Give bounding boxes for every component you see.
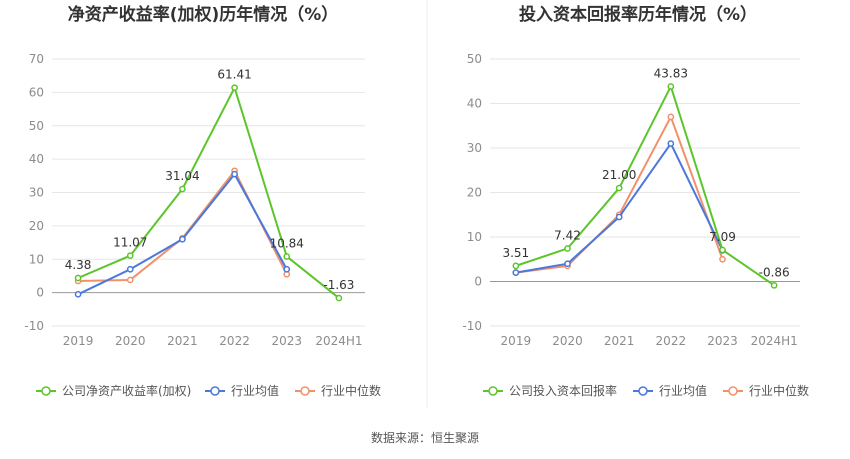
y-tick-label: 70: [29, 52, 44, 66]
data-point[interactable]: [74, 274, 82, 282]
legend-swatch-marker: [41, 386, 51, 396]
data-point[interactable]: [335, 294, 343, 302]
data-point[interactable]: [126, 276, 134, 284]
data-label: 11.07: [113, 236, 147, 250]
legend-label: 公司净资产收益率(加权): [62, 383, 191, 398]
x-tick-label: 2021: [167, 334, 198, 348]
x-tick-label: 2019: [501, 334, 532, 348]
y-tick-label: 30: [467, 141, 482, 155]
x-tick-label: 2023: [707, 334, 738, 348]
y-tick-label: 50: [467, 52, 482, 66]
legend-swatch-marker: [728, 386, 738, 396]
data-label: 43.83: [654, 66, 688, 80]
y-tick-label: 20: [29, 219, 44, 233]
legend-label: 行业中位数: [749, 383, 809, 398]
legend-item[interactable]: 行业中位数: [723, 383, 809, 398]
legend-swatch-marker: [638, 386, 648, 396]
legend-swatch-marker: [300, 386, 310, 396]
data-point[interactable]: [667, 83, 675, 90]
chart-title-roic: 投入资本回报率历年情况（%）: [519, 4, 757, 25]
x-tick-label: 2024H1: [315, 334, 362, 348]
data-point[interactable]: [179, 235, 186, 243]
data-label: 21.00: [602, 168, 636, 182]
legend-roe: 公司净资产收益率(加权) 行业均值 行业中位数: [36, 383, 381, 398]
y-tick-label: 60: [29, 85, 44, 99]
legend-item[interactable]: 公司投入资本回报率: [483, 383, 617, 398]
legend-label: 行业中位数: [321, 383, 381, 398]
x-tick-label: 2019: [63, 334, 94, 348]
data-point[interactable]: [283, 253, 291, 260]
data-label: -1.63: [323, 278, 354, 292]
legend-item[interactable]: 行业中位数: [295, 383, 381, 398]
data-point[interactable]: [179, 185, 186, 193]
data-point[interactable]: [564, 260, 571, 268]
y-tick-label: 20: [467, 186, 482, 200]
data-point[interactable]: [126, 252, 134, 260]
data-point[interactable]: [667, 113, 675, 121]
y-tick-label: 0: [36, 286, 44, 300]
x-tick-label: 2023: [271, 334, 302, 348]
series-line: [515, 142, 724, 274]
legend-item[interactable]: 行业均值: [633, 383, 707, 398]
data-source: 数据来源：恒生聚源: [371, 430, 479, 445]
data-label: 10.84: [270, 236, 304, 250]
data-label: 61.41: [217, 68, 251, 82]
data-point[interactable]: [615, 184, 623, 192]
legend-label: 行业均值: [659, 383, 707, 398]
legend-label: 公司投入资本回报率: [509, 383, 617, 398]
x-tick-label: 2024H1: [751, 334, 798, 348]
data-point[interactable]: [615, 213, 623, 221]
x-tick-label: 2022: [219, 334, 250, 348]
data-point[interactable]: [231, 170, 238, 178]
y-tick-label: 50: [29, 119, 44, 133]
data-point[interactable]: [126, 265, 134, 273]
y-tick-label: 30: [29, 186, 44, 200]
y-tick-label: 40: [29, 152, 44, 166]
data-label: 7.09: [709, 230, 736, 244]
data-point[interactable]: [512, 262, 520, 270]
data-label: 4.38: [65, 258, 92, 272]
data-label: 3.51: [502, 246, 529, 260]
chart-roe: -10 0 10 20 30 40 50 60 70 2019 2020 2021 2022 2023 20…: [24, 52, 365, 348]
y-tick-label: 0: [474, 275, 482, 289]
legend-roic: 公司投入资本回报率 行业均值 行业中位数: [483, 383, 809, 398]
legend-label: 行业均值: [231, 383, 279, 398]
x-tick-label: 2021: [604, 334, 635, 348]
data-point[interactable]: [231, 84, 238, 92]
legend-swatch-marker: [488, 386, 498, 396]
data-point[interactable]: [719, 255, 726, 263]
data-point[interactable]: [667, 140, 675, 147]
data-label: -0.86: [759, 265, 790, 279]
x-tick-label: 2020: [115, 334, 146, 348]
data-point[interactable]: [564, 245, 571, 252]
chart-roic: -10 0 10 20 30 40 50 2019 2020 2021 2022 2023 2024H1…: [462, 52, 800, 348]
data-point[interactable]: [770, 281, 778, 289]
data-point[interactable]: [283, 265, 291, 273]
series-line: [515, 115, 724, 274]
chart-title-roe: 净资产收益率(加权)历年情况（%）: [68, 4, 339, 25]
data-point[interactable]: [512, 269, 520, 276]
data-point[interactable]: [74, 290, 82, 298]
y-tick-label: 40: [467, 97, 482, 111]
y-tick-label: 10: [29, 252, 44, 266]
legend-swatch-marker: [210, 386, 220, 396]
legend-item[interactable]: 行业均值: [205, 383, 279, 398]
y-tick-label: -10: [24, 319, 44, 333]
y-tick-label: -10: [462, 319, 482, 333]
x-tick-label: 2020: [552, 334, 583, 348]
legend-item[interactable]: 公司净资产收益率(加权): [36, 383, 191, 398]
series-line: [515, 85, 775, 287]
series-line: [77, 86, 340, 299]
data-label: 31.04: [165, 169, 199, 183]
y-tick-label: 10: [467, 230, 482, 244]
data-label: 7.42: [554, 228, 581, 242]
x-tick-label: 2022: [656, 334, 687, 348]
data-point[interactable]: [719, 246, 726, 254]
